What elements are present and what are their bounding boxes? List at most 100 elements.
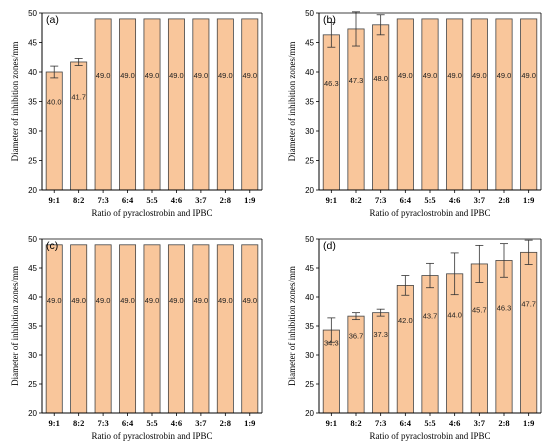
y-tick-label: 45 [305, 39, 314, 48]
chart-panel-1: 40.0 9:1 41.7 8:2 49.0 7:3 49.0 6:4 49.0 5:5 49.0 4… [10, 9, 263, 218]
bar [446, 18, 464, 191]
x-tick-label: 5:5 [146, 418, 157, 428]
y-tick-label: 20 [28, 186, 37, 195]
x-tick-label: 1:9 [523, 418, 534, 428]
x-tick-label: 9:1 [49, 195, 60, 205]
y-tick-label: 50 [28, 9, 37, 18]
bar [470, 263, 488, 414]
x-tick-label: 4:6 [449, 195, 460, 205]
y-tick-label: 35 [28, 322, 37, 331]
x-tick-label: 7:3 [97, 418, 108, 428]
bar [372, 312, 390, 414]
bar [495, 18, 513, 191]
bar [396, 18, 414, 191]
x-tick-label: 9:1 [326, 195, 337, 205]
bar [192, 244, 210, 414]
y-tick-label: 25 [28, 157, 37, 166]
bar-value-label: 45.7 [472, 305, 487, 314]
bar-value-label: 41.7 [71, 92, 86, 101]
x-tick-label: 3:7 [195, 418, 207, 428]
panel-label: (b) [323, 14, 336, 26]
y-tick-label: 20 [305, 409, 314, 418]
y-axis-title: Diameter of inhibition zones/mm [10, 266, 20, 386]
y-tick-label: 50 [305, 9, 314, 18]
bar [167, 244, 185, 414]
x-tick-label: 9:1 [326, 418, 337, 428]
y-tick-label: 35 [28, 98, 37, 107]
bar-value-label: 47.7 [521, 300, 536, 309]
bar-value-label: 49.0 [194, 71, 209, 80]
x-tick-label: 3:7 [474, 195, 486, 205]
bar [347, 28, 365, 191]
bar [495, 260, 513, 414]
bar [94, 244, 112, 414]
bar [216, 18, 234, 191]
bar-value-label: 34.3 [324, 339, 339, 348]
x-tick-label: 4:6 [171, 418, 182, 428]
bar-value-label: 49.0 [447, 71, 462, 80]
bar-value-label: 49.0 [218, 296, 233, 305]
x-tick-label: 1:9 [244, 418, 255, 428]
y-tick-label: 30 [28, 127, 37, 136]
panel-label: (a) [46, 14, 59, 26]
bar [322, 34, 340, 191]
x-axis-title: Ratio of pyraclostrobin and IPBC [92, 208, 213, 218]
bar-value-label: 49.0 [242, 296, 257, 305]
bar [119, 244, 137, 414]
bar-value-label: 43.7 [423, 311, 438, 320]
bar [94, 18, 112, 191]
bar-value-label: 49.0 [169, 296, 184, 305]
bar [119, 18, 137, 191]
panel-label: (c) [46, 240, 58, 252]
x-tick-label: 5:5 [146, 195, 157, 205]
x-tick-label: 8:2 [350, 195, 361, 205]
bar-value-label: 48.0 [373, 74, 388, 83]
bar-value-label: 49.0 [242, 71, 257, 80]
bar [143, 18, 161, 191]
y-tick-label: 40 [28, 293, 37, 302]
x-tick-label: 8:2 [73, 418, 84, 428]
y-tick-label: 45 [28, 264, 37, 273]
bar-value-label: 37.3 [373, 330, 388, 339]
x-tick-label: 8:2 [73, 195, 84, 205]
bar [520, 18, 538, 191]
x-tick-label: 6:4 [400, 195, 412, 205]
y-tick-label: 45 [305, 264, 314, 273]
bar-value-label: 44.0 [447, 310, 462, 319]
bar [470, 18, 488, 191]
bar-value-label: 47.3 [349, 76, 364, 85]
bar-value-label: 49.0 [218, 71, 233, 80]
bar [520, 251, 538, 414]
y-tick-label: 25 [28, 380, 37, 389]
bar-value-label: 49.0 [71, 296, 86, 305]
bar-value-label: 49.0 [120, 71, 135, 80]
y-tick-label: 30 [28, 351, 37, 360]
y-axis-title: Diameter of inhibition zones/mm [287, 266, 297, 386]
bar [143, 244, 161, 414]
bar-value-label: 46.3 [497, 304, 512, 313]
bar [45, 244, 63, 414]
x-tick-label: 7:3 [375, 195, 386, 205]
y-tick-label: 35 [305, 98, 314, 107]
y-tick-label: 40 [28, 68, 37, 77]
bar-value-label: 49.0 [194, 296, 209, 305]
x-tick-label: 7:3 [375, 418, 386, 428]
bar-value-label: 49.0 [521, 71, 536, 80]
x-axis-title: Ratio of pyraclostrobin and IPBC [92, 431, 213, 441]
bar-value-label: 49.0 [398, 71, 413, 80]
x-tick-label: 5:5 [424, 418, 435, 428]
bar-value-label: 42.0 [398, 316, 413, 325]
bar-value-label: 36.7 [349, 332, 364, 341]
x-axis-title: Ratio of pyraclostrobin and IPBC [370, 208, 491, 218]
chart-panel-4: 34.3 9:1 36.7 8:2 37.3 7:3 42.0 6:4 43.7 5:5 44.0 4… [287, 235, 542, 441]
bar-value-label: 46.3 [324, 79, 339, 88]
bar-value-label: 49.0 [96, 296, 111, 305]
bar-value-label: 49.0 [47, 296, 62, 305]
bar-value-label: 49.0 [472, 71, 487, 80]
x-tick-label: 2:8 [498, 195, 509, 205]
bar [396, 284, 414, 414]
bar [216, 244, 234, 414]
bar [70, 244, 88, 414]
x-tick-label: 1:9 [244, 195, 255, 205]
bar [241, 18, 259, 191]
